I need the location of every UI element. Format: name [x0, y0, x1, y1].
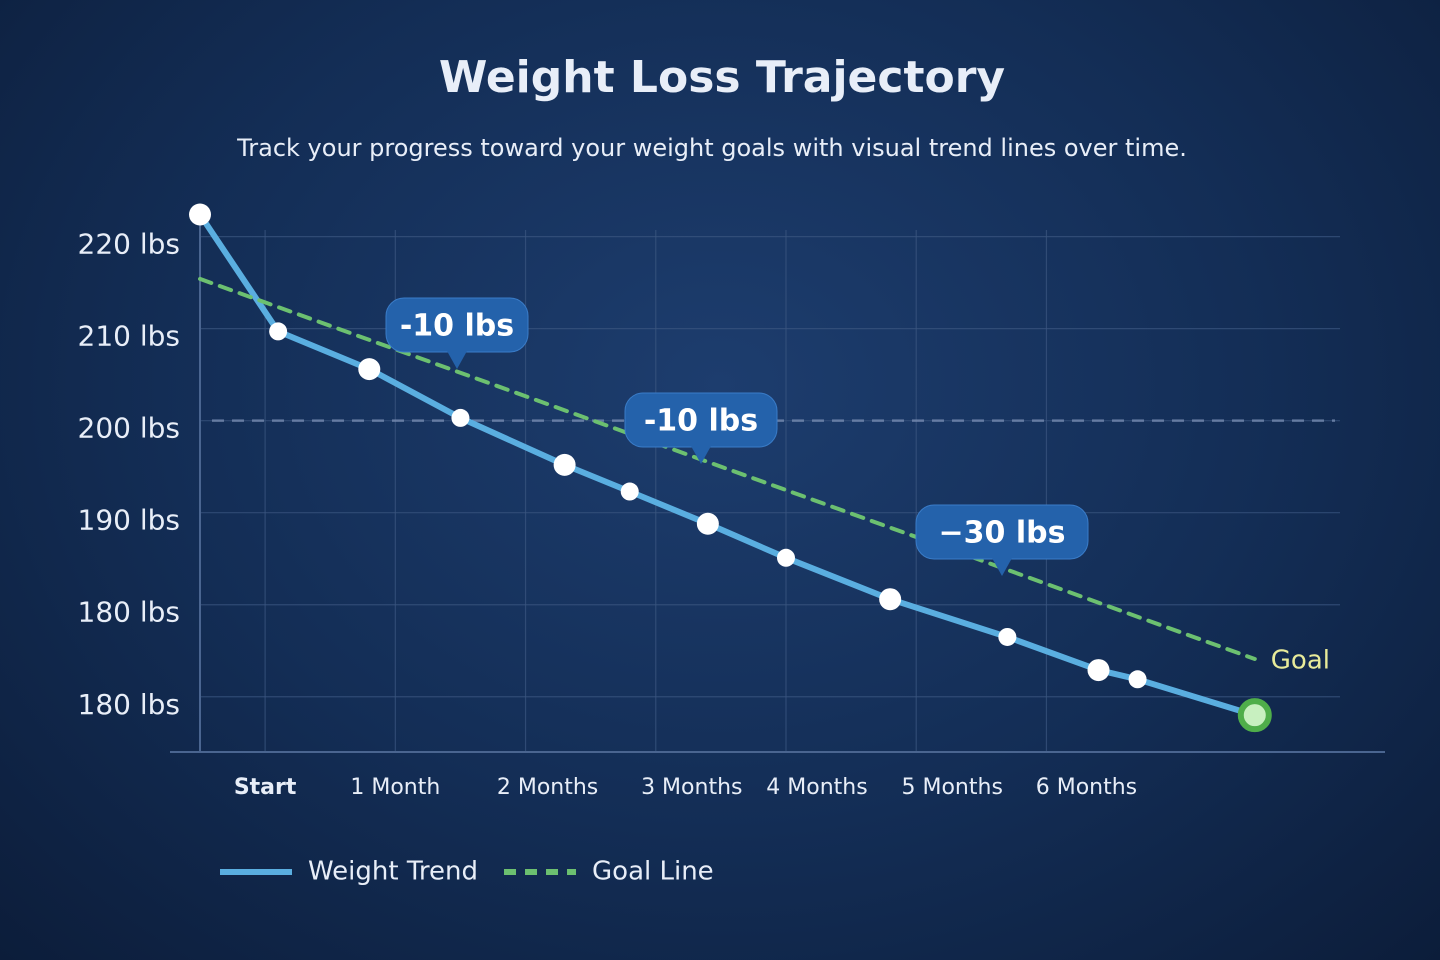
y-tick-label: 220 lbs [78, 228, 180, 261]
x-tick-label: Start [234, 775, 297, 800]
data-point [998, 627, 1017, 646]
data-point [696, 512, 719, 535]
y-tick-label: 190 lbs [78, 504, 180, 537]
annotation: -10 lbs [624, 392, 778, 464]
series-line [197, 211, 1258, 719]
legend-label: Weight Trend [308, 857, 478, 887]
data-point [269, 322, 288, 341]
y-tick-label: 180 lbs [78, 596, 180, 629]
data-point [1128, 670, 1147, 689]
annotation: −30 lbs [915, 504, 1089, 576]
annotation-label: −30 lbs [939, 516, 1066, 551]
x-tick-label: 4 Months [766, 775, 867, 800]
data-point [1087, 659, 1110, 682]
annotation-pointer [992, 558, 1012, 576]
annotation-pointer [447, 351, 467, 369]
x-tick-label: 3 Months [641, 775, 742, 800]
data-point [879, 588, 902, 611]
legend-label: Goal Line [592, 857, 714, 887]
data-point [451, 408, 470, 427]
x-tick-label: 6 Months [1036, 775, 1137, 800]
y-tick-label: 210 lbs [78, 320, 180, 353]
annotation-label: -10 lbs [644, 404, 758, 439]
annotation-label: -10 lbs [400, 309, 514, 344]
annotation: -10 lbs [385, 297, 529, 369]
data-point [620, 482, 639, 501]
data-point [358, 358, 381, 381]
y-tick-label: 200 lbs [78, 412, 180, 445]
data-point [776, 548, 795, 567]
annotation-pointer [691, 446, 711, 464]
data-point [189, 203, 211, 226]
series-line [198, 276, 1257, 661]
goal-label: Goal [1271, 646, 1330, 676]
data-point [1237, 698, 1272, 733]
y-tick-label: 180 lbs [78, 688, 180, 721]
x-tick-label: 1 Month [350, 775, 440, 800]
x-tick-label: 2 Months [497, 775, 598, 800]
chart-subtitle: Track your progress toward your weight g… [236, 134, 1187, 162]
x-tick-label: 5 Months [902, 775, 1003, 800]
chart-title: Weight Loss Trajectory [439, 52, 1005, 103]
data-point [553, 453, 576, 476]
